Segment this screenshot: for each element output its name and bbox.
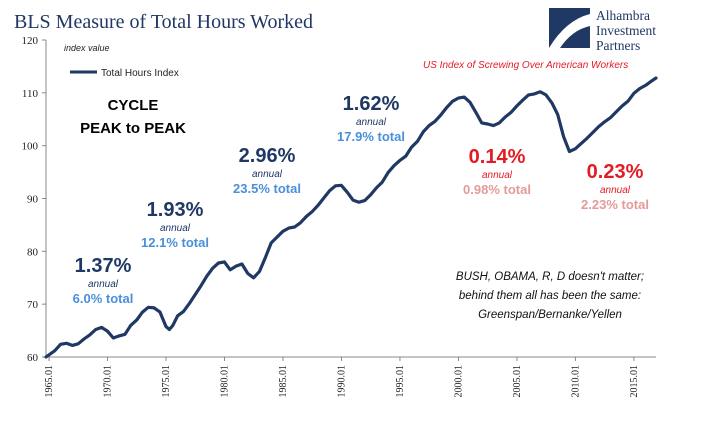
legend-label: Total Hours Index bbox=[101, 68, 179, 79]
cycle-6-pct: 0.23% bbox=[587, 161, 644, 183]
y-axis-label: index value bbox=[64, 43, 110, 53]
cycle-header-line-1: CYCLE bbox=[108, 97, 159, 114]
y-tick-label: 90 bbox=[27, 194, 39, 206]
cycle-4-pct: 1.62% bbox=[343, 93, 400, 115]
chart-title: BLS Measure of Total Hours Worked bbox=[14, 11, 313, 33]
y-tick-label: 80 bbox=[27, 246, 39, 258]
cycle-header-line-2: PEAK to PEAK bbox=[80, 120, 186, 137]
logo-swoosh-icon bbox=[549, 14, 590, 48]
footnote-line-1: BUSH, OBAMA, R, D doesn't matter; bbox=[456, 271, 644, 283]
y-tick-label: 60 bbox=[27, 352, 39, 364]
legend: Total Hours Index bbox=[70, 68, 179, 79]
x-tick-label: 2010.01 bbox=[570, 365, 581, 398]
y-tick-label: 100 bbox=[22, 141, 39, 153]
y-tick-label: 110 bbox=[22, 88, 39, 100]
logo-line-1: Alhambra bbox=[596, 8, 650, 23]
cycle-1-pct: 1.37% bbox=[75, 255, 132, 277]
cycle-2-annual: annual bbox=[160, 223, 191, 234]
cycle-6-annual: annual bbox=[600, 185, 631, 196]
x-tick-label: 2000.01 bbox=[453, 365, 464, 398]
x-tick-label: 2005.01 bbox=[512, 365, 523, 398]
x-ticks: 1965.01 1970.01 1975.01 1980.01 1985.01 1990.… bbox=[44, 357, 640, 398]
logo-line-3: Partners bbox=[596, 38, 640, 53]
x-tick-label: 1995.01 bbox=[395, 365, 406, 398]
x-tick-label: 1970.01 bbox=[103, 365, 114, 398]
red-note: US Index of Screwing Over American Worke… bbox=[423, 60, 628, 71]
series-line-total-hours-index bbox=[44, 76, 658, 359]
y-tick-label: 120 bbox=[22, 35, 39, 47]
cycle-5-annual: annual bbox=[482, 170, 513, 181]
x-tick-label: 1985.01 bbox=[278, 365, 289, 398]
footnote-line-3: Greenspan/Bernanke/Yellen bbox=[478, 309, 622, 321]
cycle-5-pct: 0.14% bbox=[469, 146, 526, 168]
x-tick-label: 1990.01 bbox=[336, 365, 347, 398]
y-tick-label: 70 bbox=[27, 299, 39, 311]
footnote-line-2: behind them all has been the same: bbox=[459, 290, 641, 302]
cycle-3-pct: 2.96% bbox=[239, 145, 296, 167]
cycle-6-total: 2.23% total bbox=[581, 197, 649, 212]
cycle-2-total: 12.1% total bbox=[141, 235, 209, 250]
logo-line-2: Investment bbox=[596, 23, 656, 38]
cycle-2-pct: 1.93% bbox=[147, 199, 204, 221]
x-tick-label: 2015.01 bbox=[629, 365, 640, 398]
x-tick-label: 1975.01 bbox=[161, 365, 172, 398]
cycle-1-annual: annual bbox=[88, 279, 119, 290]
cycle-4-total: 17.9% total bbox=[337, 129, 405, 144]
cycle-5-total: 0.98% total bbox=[463, 182, 531, 197]
cycle-3-annual: annual bbox=[252, 169, 283, 180]
cycle-4-annual: annual bbox=[356, 117, 387, 128]
cycle-1-total: 6.0% total bbox=[73, 291, 134, 306]
cycle-3-total: 23.5% total bbox=[233, 181, 301, 196]
x-tick-label: 1965.01 bbox=[44, 365, 55, 398]
y-ticks: 60 70 80 90 100 110 120 bbox=[22, 35, 46, 364]
alhambra-logo: Alhambra Investment Partners bbox=[549, 8, 656, 53]
x-tick-label: 1980.01 bbox=[219, 365, 230, 398]
